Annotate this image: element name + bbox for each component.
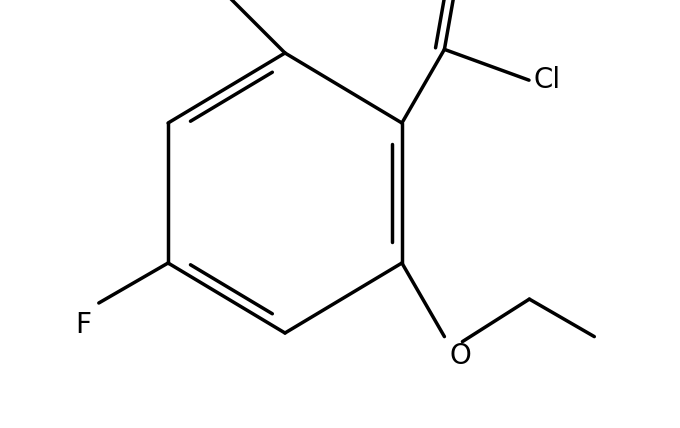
Text: F: F <box>75 311 91 339</box>
Text: O: O <box>449 342 471 370</box>
Text: Cl: Cl <box>534 66 561 94</box>
